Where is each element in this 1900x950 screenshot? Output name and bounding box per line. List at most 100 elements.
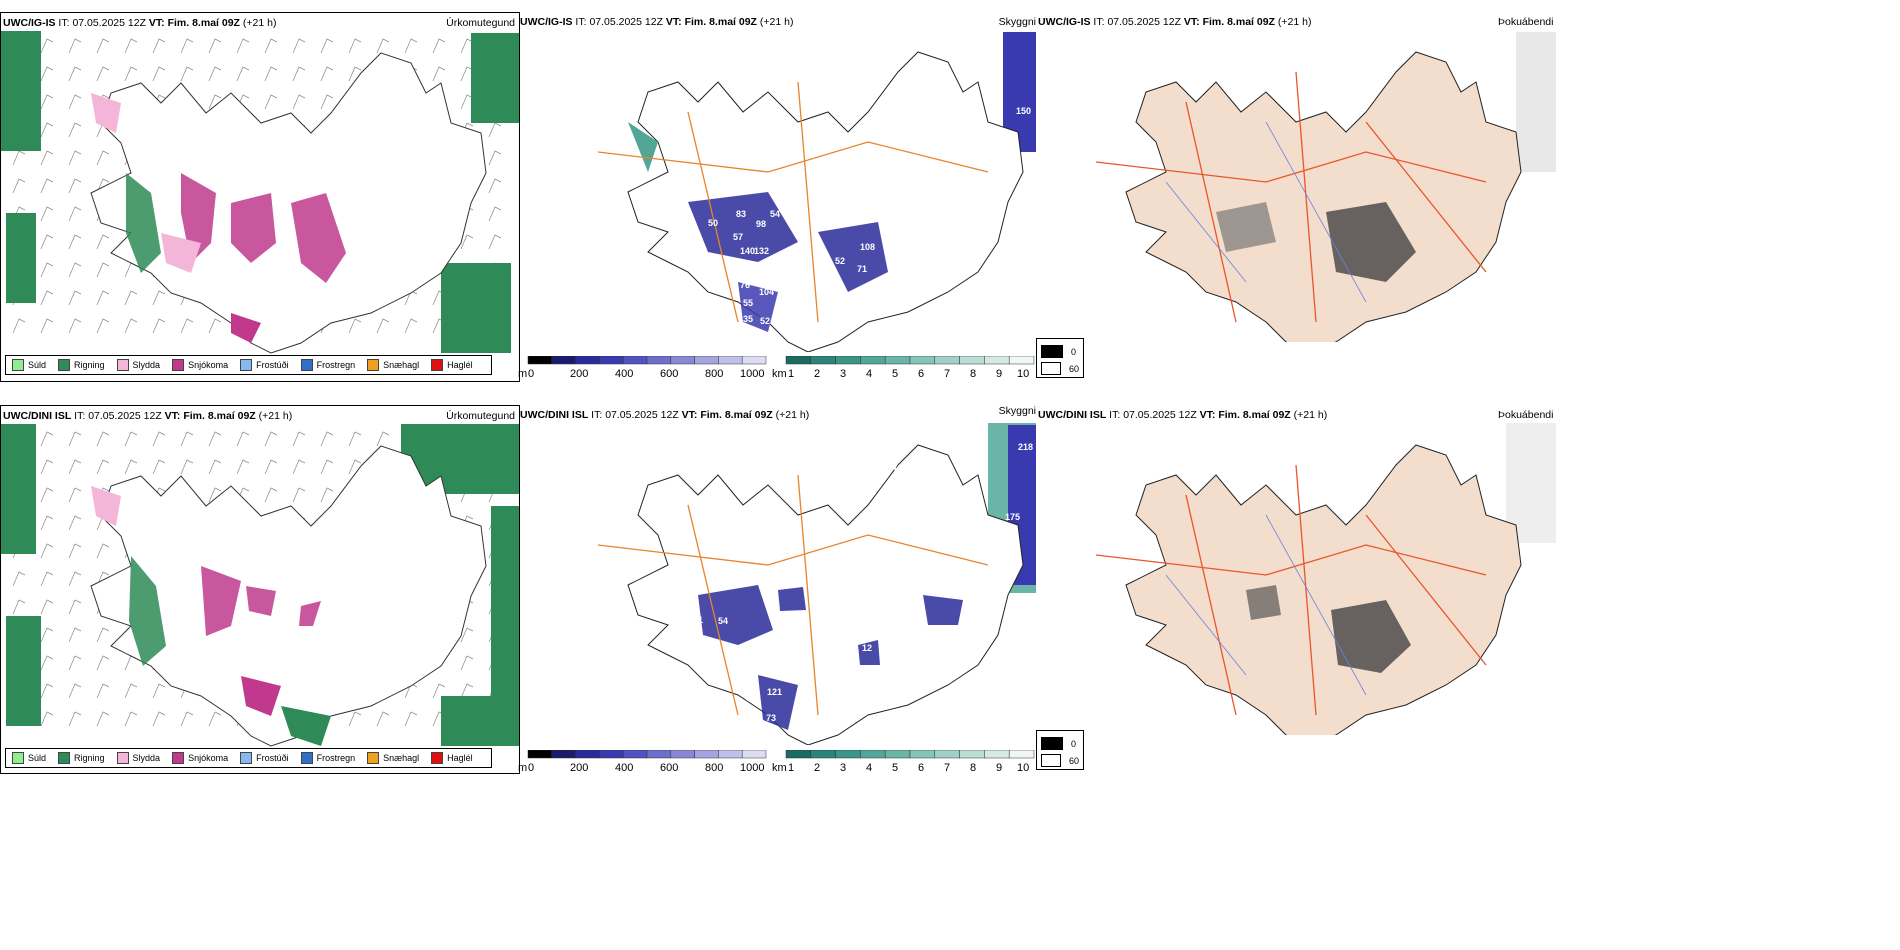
wind-barb: [376, 318, 390, 334]
visibility-tick: 8: [970, 762, 977, 774]
valid-time: Fim. 8.maí 09Z: [1202, 16, 1275, 28]
cloud-label: 52: [835, 256, 845, 266]
wind-barb: [320, 38, 334, 54]
panel-title: UWC/IG-IS IT: 07.05.2025 12Z VT: Fim. 8.…: [520, 16, 794, 28]
precip-map: [1, 424, 519, 747]
colorbar-cell: [575, 355, 600, 365]
visibility-tick: 2: [814, 762, 821, 774]
visibility-tick: 8: [970, 368, 977, 380]
wind-barb: [68, 627, 82, 643]
colorbar-cell: [785, 749, 812, 759]
wind-barb: [68, 318, 82, 334]
swatch-rigning: [58, 752, 71, 764]
cloud-label: 83: [736, 209, 746, 219]
wind-barb: [432, 66, 446, 82]
cloud-label: 84: [732, 652, 742, 662]
wind-barb: [292, 459, 306, 475]
wind-barb: [96, 66, 110, 82]
panel-product-title: Þokuábendi: [1498, 16, 1554, 28]
cloud-label: 369: [996, 142, 1011, 152]
wind-barb: [96, 627, 110, 643]
panel-product-title: Úrkomutegund: [446, 410, 515, 422]
wind-barb: [376, 38, 390, 54]
panel-cloud-row2: UWC/DINI ISL IT: 07.05.2025 12Z VT: Fim.…: [518, 405, 1036, 772]
fog-legend-item: 0: [1041, 345, 1079, 358]
cloud-label: 132: [754, 246, 769, 256]
wind-barb: [488, 122, 502, 138]
wind-barb: [208, 66, 222, 82]
wind-barb: [292, 38, 306, 54]
visibility-tick: 7: [944, 762, 951, 774]
wind-barb: [376, 431, 390, 447]
panel-title: UWC/DINI ISL IT: 07.05.2025 12Z VT: Fim.…: [520, 409, 810, 421]
wind-barb: [152, 66, 166, 82]
wind-barb: [264, 66, 278, 82]
swatch-frostregn: [300, 359, 313, 371]
fog-swatch-white: [1041, 754, 1061, 767]
model-name: UWC/IG-IS: [3, 17, 56, 29]
swatch-frostudi: [240, 359, 253, 371]
colorbar-cell: [860, 355, 886, 365]
cloud-label: 36: [744, 709, 754, 719]
colorbar-cell: [646, 355, 672, 365]
wind-barb: [404, 318, 418, 334]
colorbar-cell: [670, 355, 695, 365]
visibility-tick: 5: [892, 368, 899, 380]
visibility-tick: 3: [840, 368, 847, 380]
cloud-base-tick: 600: [660, 368, 679, 380]
legend-item-sud: Súld: [12, 359, 46, 371]
visibility-tick: 4: [866, 368, 873, 380]
wind-barb: [40, 459, 54, 475]
visibility-tick: 9: [996, 368, 1003, 380]
visibility-colorbar-row2: km 1 2 3 4 5 6 7 8 9 10: [772, 749, 1036, 776]
colorbar-cell: [646, 749, 672, 759]
wind-barb: [320, 431, 334, 447]
model-name: UWC/IG-IS: [520, 16, 573, 28]
wind-barb: [124, 66, 138, 82]
legend-item-rigning: Rigning: [58, 752, 105, 764]
legend-item-frostudi: Frostúði: [240, 752, 289, 764]
legend-item-snaehagl: Snæhagl: [367, 752, 419, 764]
swatch-rigning: [58, 359, 71, 371]
precip-type-legend: Súld Rigning Slydda Snjókoma Frostúði Fr…: [5, 748, 492, 768]
cloud-label: 73: [766, 713, 776, 723]
wind-barb: [68, 94, 82, 110]
fog-map: [1095, 32, 1556, 342]
wind-barb: [292, 431, 306, 447]
wind-barb: [40, 543, 54, 559]
model-name: UWC/DINI ISL: [1038, 409, 1107, 421]
model-name: UWC/IG-IS: [1038, 16, 1091, 28]
fog-swatch-black: [1041, 737, 1063, 750]
colorbar-cell: [527, 749, 553, 759]
colorbar-cell: [860, 749, 886, 759]
cloud-label: 98: [756, 219, 766, 229]
wind-barb: [40, 150, 54, 166]
swatch-frostudi: [240, 752, 253, 764]
wind-barb: [124, 318, 138, 334]
legend-item-snaehagl: Snæhagl: [367, 359, 419, 371]
wind-barb: [488, 150, 502, 166]
fog-legend-item: 0: [1041, 737, 1079, 750]
cloud-label: 61: [693, 615, 703, 625]
visibility-tick: 6: [918, 762, 925, 774]
cloud-map: 218 107 175 61 54 83 95 84 72 121 91 36 …: [597, 423, 1036, 745]
visibility-bar: [785, 355, 1035, 365]
wind-barb: [180, 318, 194, 334]
wind-barb: [68, 711, 82, 727]
cloud-label: 83: [770, 601, 780, 611]
wind-barb: [264, 38, 278, 54]
legend-item-frostudi: Frostúði: [240, 359, 289, 371]
cloud-label: 76: [740, 280, 750, 290]
swatch-slydda: [116, 359, 129, 371]
wind-barb: [40, 515, 54, 531]
swatch-sud: [12, 359, 24, 371]
init-time: 07.05.2025 12Z: [605, 409, 679, 421]
colorbar-cell: [694, 355, 719, 365]
wind-barb: [180, 711, 194, 727]
cloud-base-cells: [527, 355, 767, 365]
panel-fog-row2: UWC/DINI ISL IT: 07.05.2025 12Z VT: Fim.…: [1036, 405, 1900, 735]
colorbar-cell: [622, 355, 648, 365]
wind-barb: [68, 459, 82, 475]
visibility-tick: 6: [918, 368, 925, 380]
wind-barb: [40, 290, 54, 306]
